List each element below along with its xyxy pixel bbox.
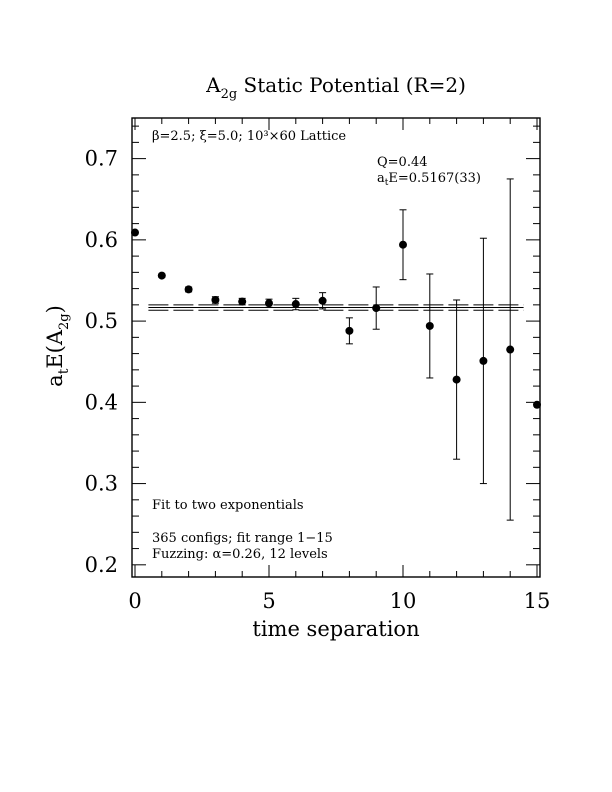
x-tick-label: 15	[524, 589, 551, 613]
ylabel-close: )	[43, 305, 67, 313]
y-tick-label: 0.7	[85, 147, 118, 171]
energy-a: a	[377, 171, 385, 186]
data-point	[452, 375, 461, 384]
y-tick-label: 0.5	[85, 309, 118, 333]
chart-title: A2g Static Potential (R=2)	[205, 73, 466, 102]
ylabel-e: E(A	[43, 329, 67, 369]
x-tick-label: 5	[262, 589, 275, 613]
title-main: A	[205, 73, 221, 97]
data-point	[345, 326, 354, 335]
y-axis-tick-labels: 0.2 0.3 0.4 0.5 0.6 0.7	[85, 147, 118, 577]
x-tick-label: 0	[128, 589, 141, 613]
data-point	[291, 300, 300, 309]
ylabel-2g-subscript: 2g	[57, 313, 72, 330]
data-point	[131, 228, 139, 237]
x-tick-label: 10	[390, 589, 417, 613]
configs-annotation: 365 configs; fit range 1−15	[152, 531, 333, 546]
energy-value: E=0.5167(33)	[388, 171, 481, 186]
data-point	[479, 356, 488, 365]
y-tick-label: 0.3	[85, 472, 118, 496]
data-point	[238, 297, 247, 306]
title-rest: Static Potential (R=2)	[237, 73, 466, 97]
data-point	[318, 296, 327, 305]
plot-frame	[131, 117, 541, 578]
title-subscript: 2g	[221, 87, 238, 102]
data-point	[265, 299, 273, 308]
data-point	[425, 321, 434, 330]
energy-annotation: atE=0.5167(33)	[377, 171, 481, 188]
x-axis-label: time separation	[252, 617, 419, 641]
data-point	[506, 345, 515, 354]
data-point	[372, 304, 381, 313]
fuzzing-annotation: Fuzzing: α=0.26, 12 levels	[152, 547, 328, 562]
ylabel-a: a	[43, 374, 67, 387]
data-points	[131, 178, 541, 521]
y-tick-label: 0.2	[85, 553, 118, 577]
y-axis-ticks	[132, 125, 540, 566]
lattice-annotation: β=2.5; ξ=5.0; 10³×60 Lattice	[152, 129, 346, 144]
y-tick-label: 0.4	[85, 390, 118, 414]
data-point	[157, 271, 166, 280]
energy-t-subscript: t	[385, 178, 389, 188]
ylabel-t-subscript: t	[56, 368, 72, 374]
x-axis-tick-labels: 0 5 10 15	[128, 589, 550, 613]
fit-type-annotation: Fit to two exponentials	[152, 498, 304, 513]
data-point	[533, 400, 541, 409]
y-axis-label: atE(A2g)	[43, 305, 72, 387]
q-annotation: Q=0.44	[377, 155, 428, 170]
data-point	[399, 240, 407, 249]
y-tick-label: 0.6	[85, 228, 118, 252]
x-axis-ticks	[134, 118, 538, 577]
fit-band	[148, 304, 524, 311]
data-point	[211, 295, 220, 304]
data-point	[184, 285, 193, 294]
